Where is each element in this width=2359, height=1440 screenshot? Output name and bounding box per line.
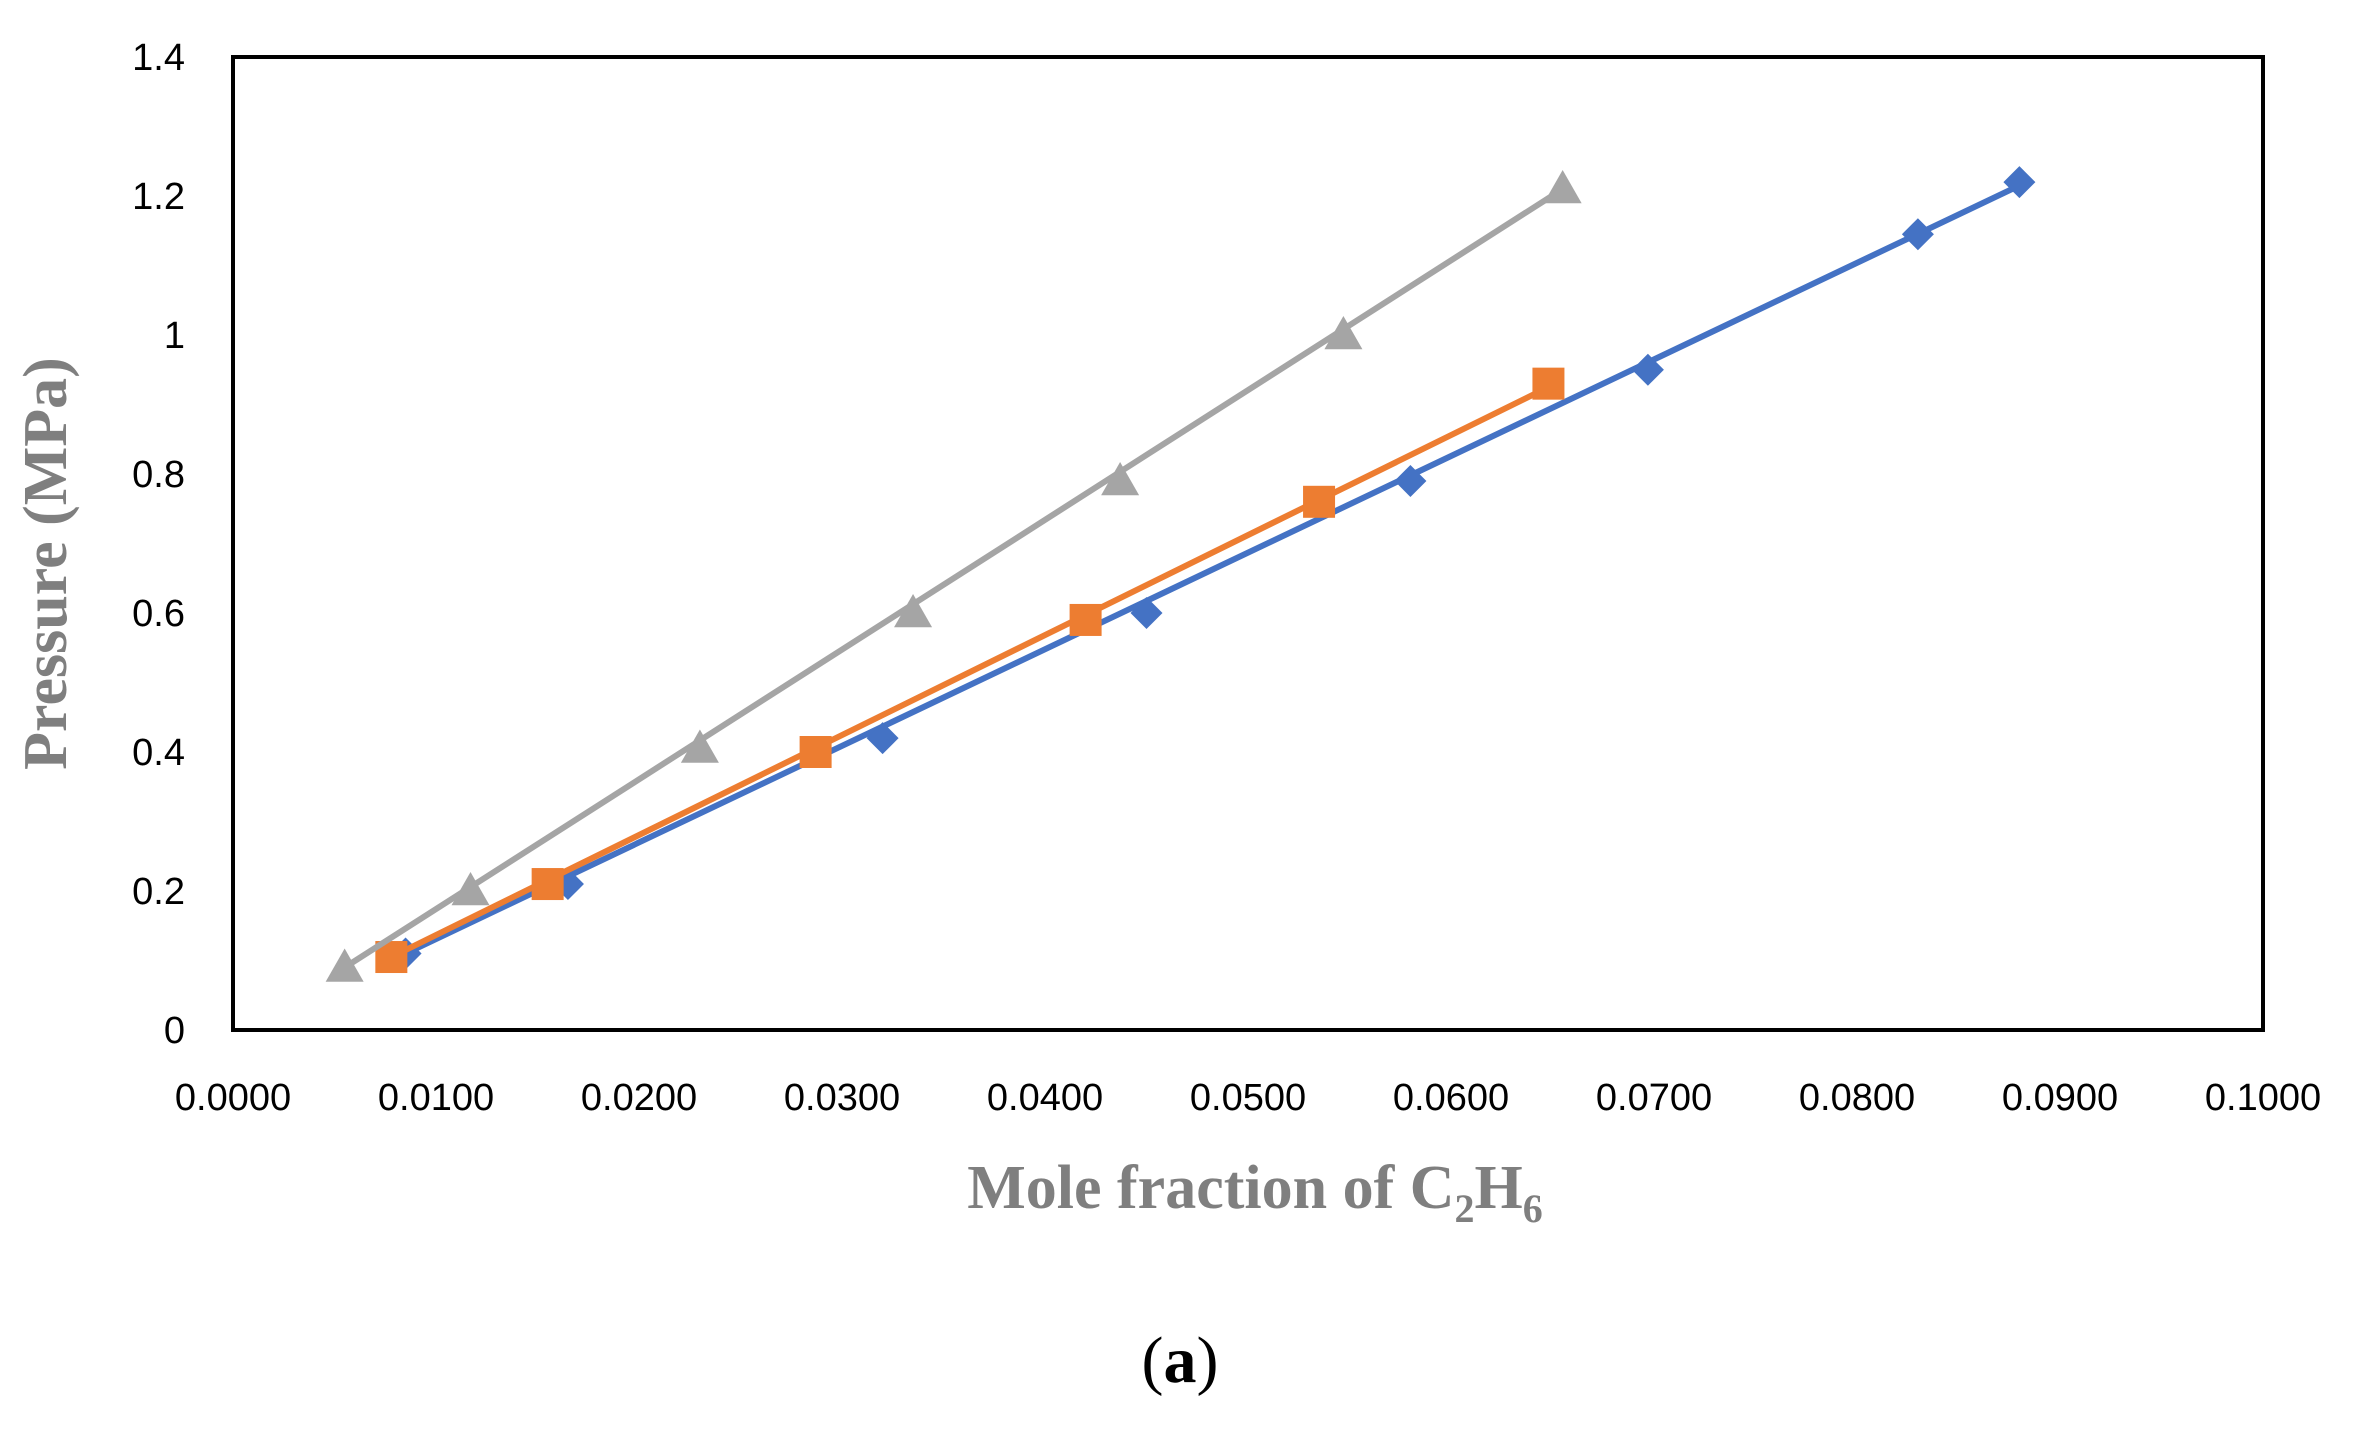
series-orange-square-point bbox=[1303, 485, 1336, 518]
y-tick-label: 1.2 bbox=[132, 176, 185, 218]
series-blue-diamond-point bbox=[1901, 218, 1934, 251]
x-tick-labels: 0.0000 0.0100 0.0200 0.0300 0.0400 0.0500 0.06… bbox=[175, 1077, 2321, 1119]
series-blue-diamond-point bbox=[866, 722, 899, 755]
series-blue-diamond-point bbox=[2003, 166, 2036, 199]
series-layer bbox=[325, 166, 2036, 982]
x-tick-label: 0.0400 bbox=[987, 1077, 1103, 1119]
series-orange-square-point bbox=[1532, 367, 1565, 400]
series-gray-triangle-trendline bbox=[341, 186, 1566, 971]
series-gray-triangle-point bbox=[894, 594, 933, 628]
x-tick-label: 0.0700 bbox=[1596, 1077, 1712, 1119]
x-tick-label: 0.0500 bbox=[1190, 1077, 1306, 1119]
x-tick-label: 0.1000 bbox=[2205, 1077, 2321, 1119]
series-blue-diamond-point bbox=[1130, 597, 1163, 629]
y-tick-label: 0 bbox=[164, 1010, 185, 1052]
panel-label-close: ) bbox=[1197, 1324, 1219, 1397]
x-tick-label: 0.0800 bbox=[1799, 1077, 1915, 1119]
series-gray-triangle-point bbox=[1543, 170, 1582, 204]
y-tick-labels: 0 0.2 0.4 0.6 0.8 1 1.2 1.4 bbox=[132, 37, 185, 1052]
series-blue-diamond-point bbox=[1631, 353, 1664, 386]
x-tick-label: 0.0600 bbox=[1393, 1077, 1509, 1119]
y-tick-label: 0.8 bbox=[132, 454, 185, 496]
series-blue-diamond-point bbox=[1394, 464, 1427, 497]
panel-label-letter: a bbox=[1164, 1324, 1197, 1397]
series-gray-triangle-point bbox=[1101, 461, 1140, 496]
x-tick-label: 0.0200 bbox=[581, 1077, 697, 1119]
y-axis-title: Pressure (MPa) bbox=[12, 357, 80, 770]
x-tick-label: 0.0300 bbox=[784, 1077, 900, 1119]
series-gray-triangle-point bbox=[1324, 316, 1363, 350]
series-orange-square-trendline bbox=[388, 384, 1552, 961]
y-tick-label: 1.4 bbox=[132, 37, 185, 79]
x-tick-label: 0.0100 bbox=[378, 1077, 494, 1119]
x-tick-label: 0.0000 bbox=[175, 1077, 291, 1119]
plot-area-border bbox=[231, 55, 2265, 1032]
panel-label-open: ( bbox=[1142, 1324, 1164, 1397]
series-orange-square bbox=[375, 367, 1565, 974]
y-tick-label: 0.4 bbox=[132, 732, 185, 774]
series-blue-diamond-trendline bbox=[402, 182, 2023, 957]
series-gray-triangle-point bbox=[325, 948, 364, 982]
series-orange-square-point bbox=[799, 736, 832, 768]
series-orange-square-point bbox=[1069, 603, 1102, 636]
series-blue-diamond bbox=[389, 166, 2036, 970]
x-axis-title-mid: H bbox=[1475, 1154, 1523, 1222]
x-axis-title: Mole fraction of C2H6 bbox=[967, 1154, 1542, 1231]
y-tick-label: 0.6 bbox=[132, 593, 185, 635]
x-axis-title-main: Mole fraction of C bbox=[967, 1154, 1454, 1222]
series-orange-square-point bbox=[531, 868, 564, 901]
series-gray-triangle bbox=[325, 170, 1582, 982]
x-axis-title-sub-6: 6 bbox=[1523, 1186, 1543, 1231]
x-tick-label: 0.0900 bbox=[2002, 1077, 2118, 1119]
series-gray-triangle-point bbox=[451, 872, 490, 906]
y-tick-label: 1 bbox=[164, 315, 185, 357]
panel-label: (a) bbox=[1142, 1324, 1219, 1397]
series-gray-triangle-point bbox=[680, 729, 719, 763]
y-tick-label: 0.2 bbox=[132, 871, 185, 913]
x-axis-title-sub-2: 2 bbox=[1455, 1186, 1475, 1231]
